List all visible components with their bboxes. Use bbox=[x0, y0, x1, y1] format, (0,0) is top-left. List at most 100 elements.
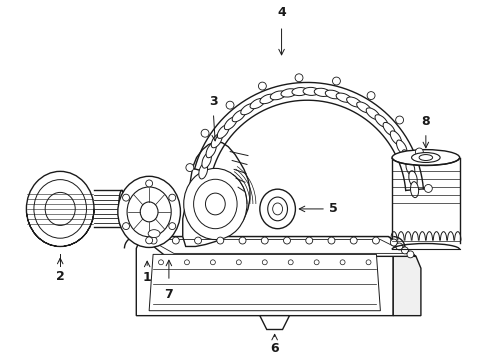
Circle shape bbox=[210, 260, 215, 265]
Ellipse shape bbox=[412, 153, 440, 162]
Text: 5: 5 bbox=[329, 202, 338, 215]
Ellipse shape bbox=[224, 117, 237, 130]
Ellipse shape bbox=[383, 122, 395, 136]
Circle shape bbox=[201, 129, 209, 137]
Ellipse shape bbox=[292, 87, 308, 96]
Ellipse shape bbox=[260, 94, 275, 104]
Ellipse shape bbox=[366, 108, 380, 120]
Circle shape bbox=[217, 237, 224, 244]
Ellipse shape bbox=[406, 160, 415, 176]
Ellipse shape bbox=[184, 168, 247, 239]
Ellipse shape bbox=[392, 150, 460, 166]
Circle shape bbox=[236, 260, 241, 265]
Text: 3: 3 bbox=[209, 95, 218, 108]
Circle shape bbox=[239, 237, 246, 244]
Ellipse shape bbox=[26, 171, 94, 247]
Circle shape bbox=[122, 222, 129, 230]
Circle shape bbox=[416, 148, 423, 156]
Ellipse shape bbox=[140, 202, 158, 222]
Ellipse shape bbox=[375, 115, 388, 127]
Ellipse shape bbox=[127, 187, 171, 237]
Text: 7: 7 bbox=[165, 288, 173, 301]
Ellipse shape bbox=[272, 203, 283, 215]
Ellipse shape bbox=[303, 87, 319, 95]
Ellipse shape bbox=[270, 91, 286, 100]
Circle shape bbox=[159, 260, 164, 265]
Circle shape bbox=[395, 116, 404, 124]
Circle shape bbox=[146, 180, 152, 187]
Circle shape bbox=[333, 77, 341, 85]
Ellipse shape bbox=[325, 90, 341, 99]
Circle shape bbox=[262, 260, 267, 265]
Circle shape bbox=[186, 164, 194, 171]
Ellipse shape bbox=[211, 134, 222, 148]
Circle shape bbox=[424, 184, 432, 192]
Text: 4: 4 bbox=[277, 6, 286, 19]
Polygon shape bbox=[183, 142, 250, 247]
Circle shape bbox=[407, 251, 414, 258]
Ellipse shape bbox=[119, 190, 124, 228]
Circle shape bbox=[391, 239, 397, 246]
Ellipse shape bbox=[194, 179, 237, 229]
Text: 1: 1 bbox=[143, 271, 151, 284]
Ellipse shape bbox=[346, 97, 362, 107]
Circle shape bbox=[306, 237, 313, 244]
Circle shape bbox=[258, 82, 267, 90]
Ellipse shape bbox=[217, 125, 229, 138]
Circle shape bbox=[396, 243, 403, 250]
Text: 2: 2 bbox=[56, 270, 65, 283]
Text: 8: 8 bbox=[421, 115, 430, 128]
Circle shape bbox=[146, 237, 152, 244]
Circle shape bbox=[367, 92, 375, 99]
Circle shape bbox=[340, 260, 345, 265]
Ellipse shape bbox=[411, 182, 418, 198]
Circle shape bbox=[401, 247, 408, 254]
Circle shape bbox=[169, 194, 176, 201]
Ellipse shape bbox=[390, 131, 401, 145]
Polygon shape bbox=[141, 237, 416, 256]
Circle shape bbox=[172, 237, 179, 244]
Ellipse shape bbox=[241, 104, 255, 115]
Circle shape bbox=[169, 222, 176, 230]
Ellipse shape bbox=[205, 193, 225, 215]
Circle shape bbox=[195, 237, 201, 244]
Circle shape bbox=[295, 74, 303, 82]
Ellipse shape bbox=[148, 230, 160, 238]
Ellipse shape bbox=[281, 89, 297, 97]
Ellipse shape bbox=[419, 154, 433, 161]
Polygon shape bbox=[149, 255, 380, 311]
Polygon shape bbox=[195, 82, 423, 190]
Ellipse shape bbox=[268, 197, 288, 221]
Ellipse shape bbox=[357, 102, 371, 113]
Circle shape bbox=[261, 237, 268, 244]
Polygon shape bbox=[260, 316, 290, 329]
Circle shape bbox=[350, 237, 357, 244]
Circle shape bbox=[226, 101, 234, 109]
Ellipse shape bbox=[34, 180, 86, 238]
Ellipse shape bbox=[232, 110, 245, 122]
Circle shape bbox=[150, 237, 157, 244]
Ellipse shape bbox=[250, 98, 265, 109]
Ellipse shape bbox=[202, 153, 211, 168]
Ellipse shape bbox=[402, 150, 412, 165]
Circle shape bbox=[288, 260, 293, 265]
Circle shape bbox=[284, 237, 291, 244]
Ellipse shape bbox=[314, 88, 330, 96]
Text: 6: 6 bbox=[270, 342, 279, 355]
Ellipse shape bbox=[45, 192, 75, 225]
Circle shape bbox=[122, 194, 129, 201]
Circle shape bbox=[372, 237, 379, 244]
Polygon shape bbox=[388, 237, 421, 316]
Ellipse shape bbox=[396, 140, 407, 154]
Ellipse shape bbox=[409, 171, 417, 186]
Ellipse shape bbox=[336, 93, 351, 102]
Ellipse shape bbox=[199, 163, 208, 179]
Ellipse shape bbox=[260, 189, 295, 229]
Polygon shape bbox=[136, 237, 393, 316]
Ellipse shape bbox=[118, 176, 180, 247]
Circle shape bbox=[184, 260, 190, 265]
Circle shape bbox=[314, 260, 319, 265]
Circle shape bbox=[328, 237, 335, 244]
Ellipse shape bbox=[206, 143, 216, 158]
Circle shape bbox=[366, 260, 371, 265]
